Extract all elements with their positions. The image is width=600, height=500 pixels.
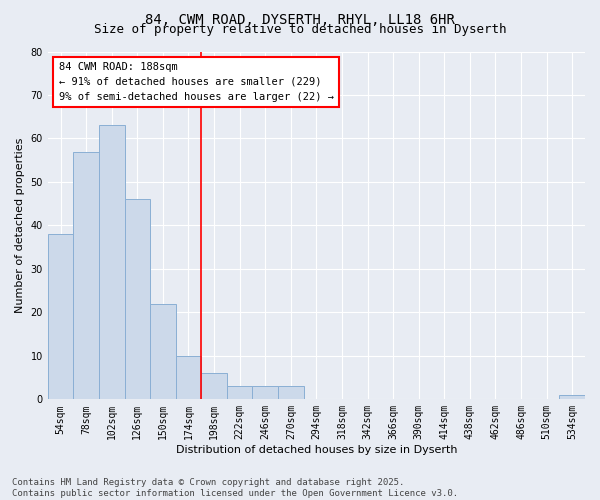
Text: 84 CWM ROAD: 188sqm
← 91% of detached houses are smaller (229)
9% of semi-detach: 84 CWM ROAD: 188sqm ← 91% of detached ho…	[59, 62, 334, 102]
Bar	[176, 356, 201, 400]
Y-axis label: Number of detached properties: Number of detached properties	[15, 138, 25, 313]
Bar	[150, 304, 176, 400]
X-axis label: Distribution of detached houses by size in Dyserth: Distribution of detached houses by size …	[176, 445, 457, 455]
Bar	[125, 200, 150, 400]
Text: Size of property relative to detached houses in Dyserth: Size of property relative to detached ho…	[94, 22, 506, 36]
Bar	[253, 386, 278, 400]
Bar	[99, 126, 125, 400]
Bar	[48, 234, 73, 400]
Bar	[73, 152, 99, 400]
Bar	[559, 395, 585, 400]
Bar	[201, 373, 227, 400]
Bar	[227, 386, 253, 400]
Text: Contains HM Land Registry data © Crown copyright and database right 2025.
Contai: Contains HM Land Registry data © Crown c…	[12, 478, 458, 498]
Text: 84, CWM ROAD, DYSERTH, RHYL, LL18 6HR: 84, CWM ROAD, DYSERTH, RHYL, LL18 6HR	[145, 12, 455, 26]
Bar	[278, 386, 304, 400]
